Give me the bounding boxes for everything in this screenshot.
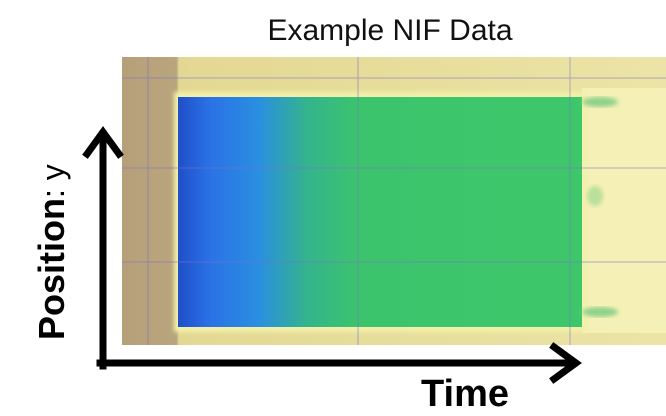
image-feature [587, 186, 603, 206]
image-late-region [582, 88, 666, 333]
y-axis-label-name: Position [31, 198, 72, 340]
y-axis-label: Position: y [31, 164, 72, 340]
image-feature [582, 307, 618, 317]
image-feature [582, 97, 618, 107]
title: Example NIF Data [267, 14, 512, 47]
nif-image [122, 57, 666, 345]
y-arrow-head [82, 126, 124, 159]
image-grid [122, 57, 666, 345]
axes-arrows [82, 126, 582, 384]
x-axis-label: Time [421, 373, 509, 415]
x-arrow-head [549, 342, 582, 384]
y-axis-label-variable: : y [35, 164, 71, 198]
image-signal [178, 97, 582, 327]
